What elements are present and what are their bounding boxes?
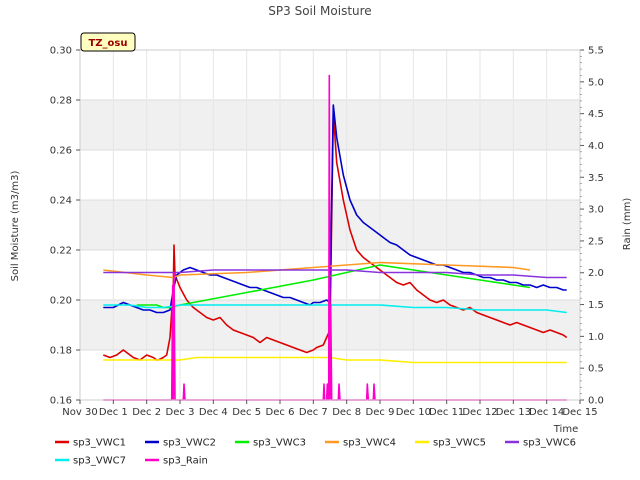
series-line-sp3_VWC5 xyxy=(103,356,567,364)
tz-badge: TZ_osu xyxy=(80,32,136,52)
y-tick-label: 0.22 xyxy=(50,246,72,257)
x-tick-label: Dec 5 xyxy=(232,407,261,418)
series-layer xyxy=(103,74,568,401)
legend-label-sp3_VWC2: sp3_VWC2 xyxy=(163,438,216,449)
plot-frame xyxy=(79,49,581,401)
x-tick-label: Dec 2 xyxy=(132,407,161,418)
y2-tick-label: 2.0 xyxy=(588,268,604,279)
legend-label-sp3_VWC7: sp3_VWC7 xyxy=(73,456,126,467)
x-tick-label: Dec 1 xyxy=(99,407,128,418)
legend-label-sp3_VWC5: sp3_VWC5 xyxy=(433,438,486,449)
y-tick-label: 0.28 xyxy=(50,96,72,107)
y-tick-label: 0.30 xyxy=(50,46,72,57)
series-line-sp3_VWC2 xyxy=(103,104,567,314)
x-tick-label: Dec 7 xyxy=(299,407,328,418)
x-tick-label: Dec 15 xyxy=(562,407,597,418)
x-tick-label: Dec 4 xyxy=(199,407,228,418)
y2-tick-label: 4.0 xyxy=(588,141,604,152)
y-tick-label: 0.24 xyxy=(50,196,72,207)
x-tick-label: Dec 9 xyxy=(366,407,395,418)
y-axis-title: Soil Moisture (m3/m3) xyxy=(10,171,21,282)
y2-axis-title: Rain (mm) xyxy=(622,198,633,251)
y-tick-label: 0.18 xyxy=(50,346,72,357)
legend-label-sp3_VWC1: sp3_VWC1 xyxy=(73,438,126,449)
x-tick-label: Dec 11 xyxy=(429,407,464,418)
y-tick-label: 0.20 xyxy=(50,296,72,307)
legend-label-sp3_VWC3: sp3_VWC3 xyxy=(253,438,306,449)
y2-tick-label: 1.0 xyxy=(588,332,604,343)
x-tick-label: Dec 14 xyxy=(529,407,564,418)
tz-badge-label: TZ_osu xyxy=(88,38,127,49)
series-line-sp3_VWC7 xyxy=(103,304,567,314)
y2-tick-label: 5.0 xyxy=(588,77,604,88)
x-axis-title: Time xyxy=(553,424,578,435)
y2-tick-label: 5.5 xyxy=(588,46,604,57)
x-tick-label: Dec 10 xyxy=(396,407,431,418)
legend-label-sp3_VWC6: sp3_VWC6 xyxy=(523,438,576,449)
legend: sp3_VWC1 sp3_VWC2 sp3_VWC3 sp3_VWC4 sp3_VWC5… xyxy=(55,438,576,467)
y-tick-label: 0.16 xyxy=(50,396,72,407)
y2-tick-label: 3.0 xyxy=(588,205,604,216)
x-tick-label: Dec 3 xyxy=(166,407,195,418)
x-tick-label: Dec 12 xyxy=(462,407,497,418)
y2-tick-label: 0.5 xyxy=(588,364,604,375)
y2-tick-label: 0.0 xyxy=(588,396,604,407)
x-tick-label: Dec 6 xyxy=(266,407,295,418)
x-tick-label: Dec 13 xyxy=(496,407,531,418)
y2-tick-label: 4.5 xyxy=(588,109,604,120)
y2-tick-label: 2.5 xyxy=(588,236,604,247)
chart-title: SP3 Soil Moisture xyxy=(268,4,371,18)
legend-label-sp3_Rain: sp3_Rain xyxy=(163,456,208,467)
x-tick-label: Dec 8 xyxy=(332,407,361,418)
x-tick-label: Nov 30 xyxy=(62,407,97,418)
legend-label-sp3_VWC4: sp3_VWC4 xyxy=(343,438,396,449)
y2-tick-label: 3.5 xyxy=(588,173,604,184)
series-line-sp3_VWC1 xyxy=(103,111,568,361)
axes-layer: 0.16 0.18 0.20 0.22 0.24 0.26 0.28 0.30 0.0 0.5 1.… xyxy=(50,46,604,419)
y-tick-label: 0.26 xyxy=(50,146,72,157)
y2-tick-label: 1.5 xyxy=(588,300,604,311)
tz-badge-box xyxy=(80,32,136,52)
series-line-sp3_VWC6 xyxy=(103,269,567,279)
